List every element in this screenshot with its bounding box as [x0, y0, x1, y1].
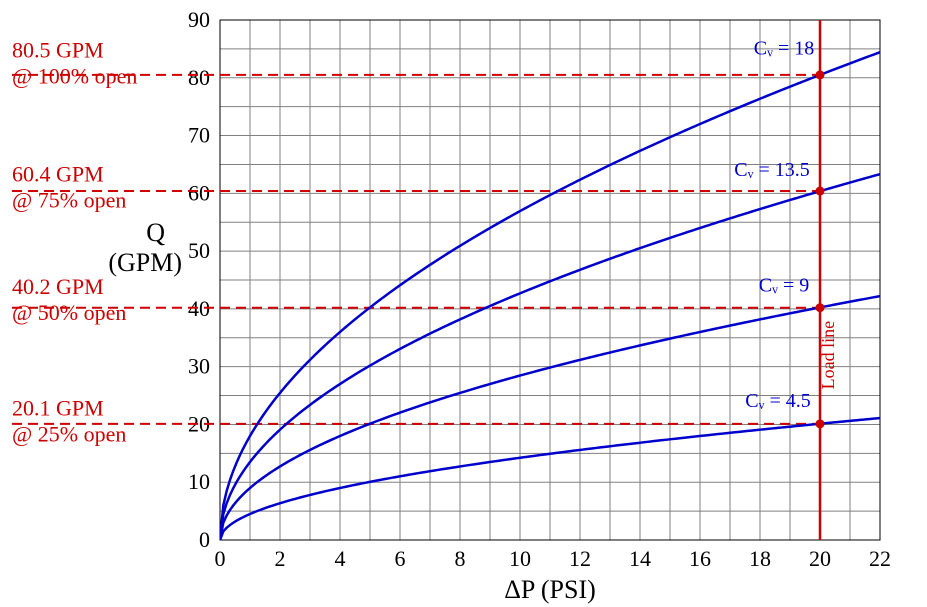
y-tick-label: 0 [199, 527, 210, 552]
x-tick-label: 18 [749, 546, 771, 571]
x-tick-label: 6 [395, 546, 406, 571]
gpm-annotation-line1: 80.5 GPM [12, 37, 104, 62]
x-tick-label: 12 [569, 546, 591, 571]
load-line-label: Load line [818, 321, 838, 389]
x-tick-label: 8 [455, 546, 466, 571]
gpm-annotation-line1: 60.4 GPM [12, 162, 104, 187]
intersection-marker [816, 71, 824, 79]
x-tick-label: 16 [689, 546, 711, 571]
y-tick-label: 30 [188, 354, 210, 379]
valve-flow-chart: 02468101214161820220102030405060708090ΔP… [0, 0, 927, 607]
cv-curve-label: Cᵥ = 18 [754, 38, 815, 60]
y-tick-label: 90 [188, 7, 210, 32]
x-tick-label: 22 [869, 546, 891, 571]
y-tick-label: 80 [188, 65, 210, 90]
intersection-marker [816, 304, 824, 312]
y-tick-label: 60 [188, 180, 210, 205]
y-axis-label-unit: (GPM) [108, 248, 182, 277]
gpm-annotation-line2: @ 100% open [12, 63, 137, 88]
cv-curve-label: Cᵥ = 4.5 [745, 390, 811, 412]
intersection-marker [816, 187, 824, 195]
x-axis-label: ΔP (PSI) [504, 575, 596, 604]
gpm-annotation-line2: @ 50% open [12, 300, 126, 325]
x-tick-label: 10 [509, 546, 531, 571]
gpm-annotation-line2: @ 75% open [12, 188, 126, 213]
gpm-annotation-line2: @ 25% open [12, 422, 126, 447]
cv-curve-label: Cᵥ = 13.5 [734, 159, 810, 181]
gpm-annotation-line1: 40.2 GPM [12, 274, 104, 299]
x-tick-label: 2 [275, 546, 286, 571]
y-tick-label: 50 [188, 238, 210, 263]
x-tick-label: 20 [809, 546, 831, 571]
x-tick-label: 4 [335, 546, 346, 571]
intersection-marker [816, 420, 824, 428]
y-axis-label-q: Q [146, 218, 165, 247]
y-tick-label: 70 [188, 123, 210, 148]
cv-curve-label: Cᵥ = 9 [759, 275, 810, 297]
gpm-annotation-line1: 20.1 GPM [12, 396, 104, 421]
x-tick-label: 14 [629, 546, 651, 571]
y-tick-label: 10 [188, 469, 210, 494]
x-tick-label: 0 [215, 546, 226, 571]
